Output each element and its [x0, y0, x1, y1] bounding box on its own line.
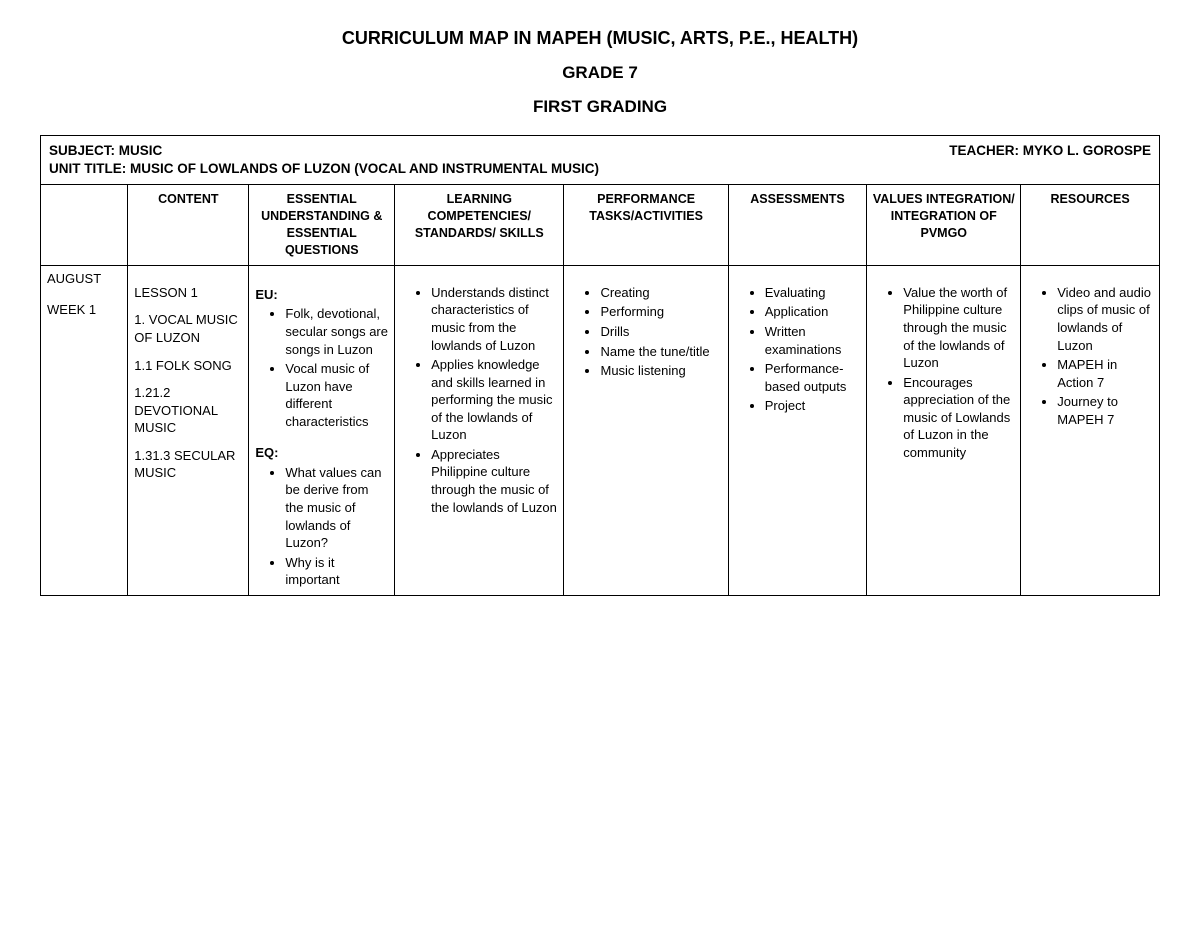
main-title: CURRICULUM MAP IN MAPEH (MUSIC, ARTS, P.… — [40, 28, 1160, 49]
subject-label: SUBJECT: — [49, 143, 115, 158]
list-item: Journey to MAPEH 7 — [1057, 393, 1153, 428]
grading-title: FIRST GRADING — [40, 97, 1160, 117]
month-label: AUGUST — [47, 270, 121, 288]
list-item: Music listening — [600, 362, 721, 380]
list-item: Applies knowledge and skills learned in … — [431, 356, 557, 444]
teacher-value: MYKO L. GOROSPE — [1023, 143, 1151, 158]
learning-list: Understands distinct characteristics of … — [409, 284, 557, 516]
list-item: Vocal music of Luzon have different char… — [285, 360, 388, 430]
list-item: Understands distinct characteristics of … — [431, 284, 557, 354]
col-content: CONTENT — [128, 185, 249, 266]
cell-time: AUGUST WEEK 1 — [41, 265, 128, 595]
list-item: Video and audio clips of music of lowlan… — [1057, 284, 1153, 354]
resources-list: Video and audio clips of music of lowlan… — [1035, 284, 1153, 428]
subject-value: MUSIC — [119, 143, 163, 158]
list-item: Appreciates Philippine culture through t… — [431, 446, 557, 516]
eu-list: Folk, devotional, secular songs are song… — [263, 305, 388, 430]
list-item: Drills — [600, 323, 721, 341]
content-p4: 1.21.2 DEVOTIONAL MUSIC — [134, 384, 242, 437]
list-item: What values can be derive from the music… — [285, 464, 388, 552]
col-values: VALUES INTEGRATION/ INTEGRATION OF PVMGO — [867, 185, 1021, 266]
assessments-list: Evaluating Application Written examinati… — [743, 284, 861, 415]
eq-list: What values can be derive from the music… — [263, 464, 388, 589]
performance-list: Creating Performing Drills Name the tune… — [578, 284, 721, 380]
cell-eu: EU: Folk, devotional, secular songs are … — [249, 265, 395, 595]
list-item: MAPEH in Action 7 — [1057, 356, 1153, 391]
cell-assessments: Evaluating Application Written examinati… — [728, 265, 867, 595]
values-list: Value the worth of Philippine culture th… — [881, 284, 1014, 461]
unit-value: MUSIC OF LOWLANDS OF LUZON (VOCAL AND IN… — [130, 161, 599, 176]
unit-label: UNIT TITLE: — [49, 161, 126, 176]
teacher-label: TEACHER: — [949, 143, 1019, 158]
content-p3: 1.1 FOLK SONG — [134, 357, 242, 375]
content-p5: 1.31.3 SECULAR MUSIC — [134, 447, 242, 482]
col-learning: LEARNING COMPETENCIES/ STANDARDS/ SKILLS — [395, 185, 564, 266]
list-item: Application — [765, 303, 861, 321]
list-item: Why is it important — [285, 554, 388, 589]
list-item: Written examinations — [765, 323, 861, 358]
cell-values: Value the worth of Philippine culture th… — [867, 265, 1021, 595]
title-block: CURRICULUM MAP IN MAPEH (MUSIC, ARTS, P.… — [40, 28, 1160, 117]
subject-block: SUBJECT: MUSIC — [49, 142, 162, 160]
content-p2: 1. VOCAL MUSIC OF LUZON — [134, 311, 242, 346]
header-row: SUBJECT: MUSIC TEACHER: MYKO L. GOROSPE … — [41, 136, 1160, 185]
list-item: Value the worth of Philippine culture th… — [903, 284, 1014, 372]
col-eu: ESSENTIAL UNDERSTANDING & ESSENTIAL QUES… — [249, 185, 395, 266]
col-resources: RESOURCES — [1021, 185, 1160, 266]
curriculum-table: SUBJECT: MUSIC TEACHER: MYKO L. GOROSPE … — [40, 135, 1160, 596]
table-row: AUGUST WEEK 1 LESSON 1 1. VOCAL MUSIC OF… — [41, 265, 1160, 595]
cell-performance: Creating Performing Drills Name the tune… — [564, 265, 728, 595]
list-item: Project — [765, 397, 861, 415]
teacher-block: TEACHER: MYKO L. GOROSPE — [949, 142, 1151, 160]
list-item: Performance-based outputs — [765, 360, 861, 395]
col-assessments: ASSESSMENTS — [728, 185, 867, 266]
content-p1: LESSON 1 — [134, 284, 242, 302]
week-label: WEEK 1 — [47, 301, 121, 319]
list-item: Folk, devotional, secular songs are song… — [285, 305, 388, 358]
eq-label: EQ: — [255, 444, 388, 462]
eu-label: EU: — [255, 286, 388, 304]
list-item: Encourages appreciation of the music of … — [903, 374, 1014, 462]
list-item: Creating — [600, 284, 721, 302]
cell-content: LESSON 1 1. VOCAL MUSIC OF LUZON 1.1 FOL… — [128, 265, 249, 595]
list-item: Performing — [600, 303, 721, 321]
list-item: Evaluating — [765, 284, 861, 302]
col-performance: PERFORMANCE TASKS/ACTIVITIES — [564, 185, 728, 266]
grade-title: GRADE 7 — [40, 63, 1160, 83]
cell-resources: Video and audio clips of music of lowlan… — [1021, 265, 1160, 595]
column-header-row: CONTENT ESSENTIAL UNDERSTANDING & ESSENT… — [41, 185, 1160, 266]
col-time — [41, 185, 128, 266]
list-item: Name the tune/title — [600, 343, 721, 361]
cell-learning: Understands distinct characteristics of … — [395, 265, 564, 595]
unit-block: UNIT TITLE: MUSIC OF LOWLANDS OF LUZON (… — [49, 160, 1151, 178]
